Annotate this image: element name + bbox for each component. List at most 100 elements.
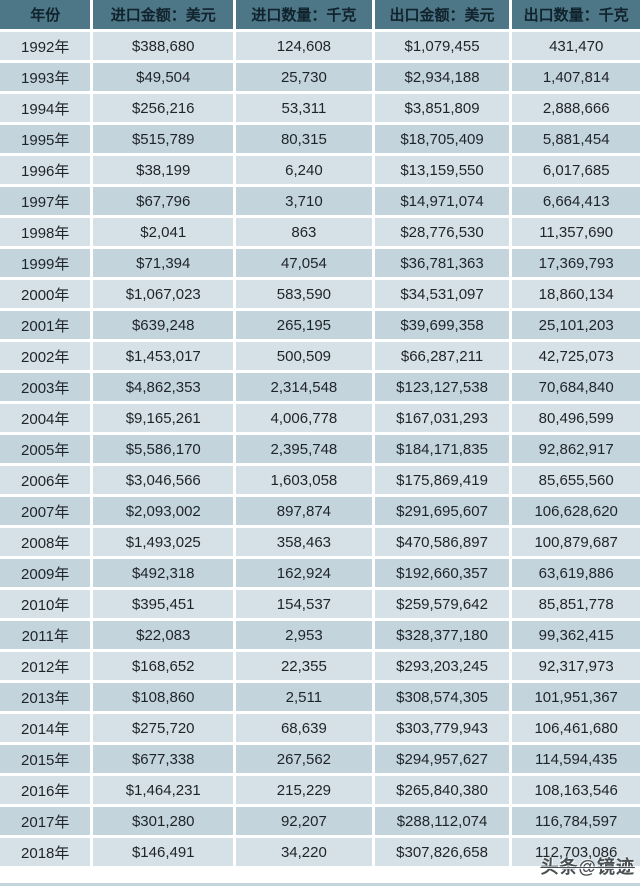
value-cell: 1,603,058: [236, 466, 372, 494]
value-cell: 267,562: [236, 745, 372, 773]
value-cell: $13,159,550: [374, 156, 510, 184]
year-cell: 2002年: [0, 342, 91, 370]
value-cell: $39,699,358: [374, 311, 510, 339]
value-cell: $291,695,607: [374, 497, 510, 525]
value-cell: $303,779,943: [374, 714, 510, 742]
value-cell: $22,083: [93, 621, 234, 649]
value-cell: 6,664,413: [512, 187, 640, 215]
value-cell: 1,407,814: [512, 63, 640, 91]
value-cell: $492,318: [93, 559, 234, 587]
value-cell: 265,195: [236, 311, 372, 339]
table-row: 2008年 $1,493,025 358,463 $470,586,897 100,87…: [0, 528, 640, 556]
value-cell: $3,046,566: [93, 466, 234, 494]
value-cell: 431,470: [512, 32, 640, 60]
value-cell: 897,874: [236, 497, 372, 525]
value-cell: 92,207: [236, 807, 372, 835]
value-cell: 68,639: [236, 714, 372, 742]
value-cell: 85,655,560: [512, 466, 640, 494]
value-cell: $108,860: [93, 683, 234, 711]
year-cell: 1997年: [0, 187, 91, 215]
value-cell: 92,862,917: [512, 435, 640, 463]
value-cell: $288,112,074: [374, 807, 510, 835]
value-cell: $515,789: [93, 125, 234, 153]
table-row: 1997年 $67,796 3,710 $14,971,074 6,664,413: [0, 187, 640, 215]
value-cell: $328,377,180: [374, 621, 510, 649]
value-cell: 106,461,680: [512, 714, 640, 742]
value-cell: $123,127,538: [374, 373, 510, 401]
value-cell: $256,216: [93, 94, 234, 122]
next-row-edge: [0, 883, 640, 886]
year-cell: 2007年: [0, 497, 91, 525]
value-cell: 25,730: [236, 63, 372, 91]
value-cell: 6,017,685: [512, 156, 640, 184]
year-cell: 1998年: [0, 218, 91, 246]
table-row: 2004年 $9,165,261 4,006,778 $167,031,293 80,4…: [0, 404, 640, 432]
year-cell: 2016年: [0, 776, 91, 804]
value-cell: 18,860,134: [512, 280, 640, 308]
value-cell: 108,163,546: [512, 776, 640, 804]
value-cell: 124,608: [236, 32, 372, 60]
value-cell: 2,953: [236, 621, 372, 649]
value-cell: 116,784,597: [512, 807, 640, 835]
value-cell: 583,590: [236, 280, 372, 308]
value-cell: $146,491: [93, 838, 234, 866]
value-cell: 500,509: [236, 342, 372, 370]
value-cell: 63,619,886: [512, 559, 640, 587]
value-cell: 80,496,599: [512, 404, 640, 432]
header-cell: 出口数量：千克: [512, 0, 640, 29]
value-cell: 358,463: [236, 528, 372, 556]
value-cell: 100,879,687: [512, 528, 640, 556]
table-row: 2011年 $22,083 2,953 $328,377,180 99,362,415: [0, 621, 640, 649]
table-row: 1999年 $71,394 47,054 $36,781,363 17,369,793: [0, 249, 640, 277]
year-cell: 2012年: [0, 652, 91, 680]
table-row: 1992年 $388,680 124,608 $1,079,455 431,470: [0, 32, 640, 60]
table-row: 2007年 $2,093,002 897,874 $291,695,607 106,62…: [0, 497, 640, 525]
year-cell: 2011年: [0, 621, 91, 649]
value-cell: $36,781,363: [374, 249, 510, 277]
header-row: 年份 进口金额：美元 进口数量：千克 出口金额：美元 出口数量：千克: [0, 0, 640, 29]
value-cell: 2,888,666: [512, 94, 640, 122]
value-cell: $308,574,305: [374, 683, 510, 711]
value-cell: 162,924: [236, 559, 372, 587]
table-row: 2014年 $275,720 68,639 $303,779,943 106,461,6…: [0, 714, 640, 742]
year-cell: 2006年: [0, 466, 91, 494]
table-row: 1995年 $515,789 80,315 $18,705,409 5,881,454: [0, 125, 640, 153]
value-cell: 92,317,973: [512, 652, 640, 680]
watermark: 头条@镜迹: [540, 857, 635, 877]
value-cell: $275,720: [93, 714, 234, 742]
table-row: 2013年 $108,860 2,511 $308,574,305 101,951,36…: [0, 683, 640, 711]
value-cell: $34,531,097: [374, 280, 510, 308]
table-row: 1996年 $38,199 6,240 $13,159,550 6,017,685: [0, 156, 640, 184]
value-cell: 25,101,203: [512, 311, 640, 339]
table-row: 2001年 $639,248 265,195 $39,699,358 25,101,20…: [0, 311, 640, 339]
value-cell: $28,776,530: [374, 218, 510, 246]
value-cell: 22,355: [236, 652, 372, 680]
value-cell: $388,680: [93, 32, 234, 60]
value-cell: $18,705,409: [374, 125, 510, 153]
value-cell: $470,586,897: [374, 528, 510, 556]
value-cell: $66,287,211: [374, 342, 510, 370]
value-cell: 80,315: [236, 125, 372, 153]
value-cell: 6,240: [236, 156, 372, 184]
value-cell: $639,248: [93, 311, 234, 339]
year-cell: 2013年: [0, 683, 91, 711]
year-cell: 2004年: [0, 404, 91, 432]
table-row: 1994年 $256,216 53,311 $3,851,809 2,888,666: [0, 94, 640, 122]
year-cell: 2017年: [0, 807, 91, 835]
value-cell: $1,453,017: [93, 342, 234, 370]
year-cell: 1994年: [0, 94, 91, 122]
value-cell: $184,171,835: [374, 435, 510, 463]
table-row: 2010年 $395,451 154,537 $259,579,642 85,851,7…: [0, 590, 640, 618]
value-cell: $395,451: [93, 590, 234, 618]
year-cell: 1992年: [0, 32, 91, 60]
value-cell: 101,951,367: [512, 683, 640, 711]
value-cell: $1,493,025: [93, 528, 234, 556]
table-row: 2018年 $146,491 34,220 $307,826,658 112,703,0…: [0, 838, 640, 866]
value-cell: $259,579,642: [374, 590, 510, 618]
value-cell: 2,314,548: [236, 373, 372, 401]
value-cell: 99,362,415: [512, 621, 640, 649]
year-cell: 2009年: [0, 559, 91, 587]
header-cell: 进口金额：美元: [93, 0, 234, 29]
value-cell: 2,395,748: [236, 435, 372, 463]
year-cell: 2000年: [0, 280, 91, 308]
